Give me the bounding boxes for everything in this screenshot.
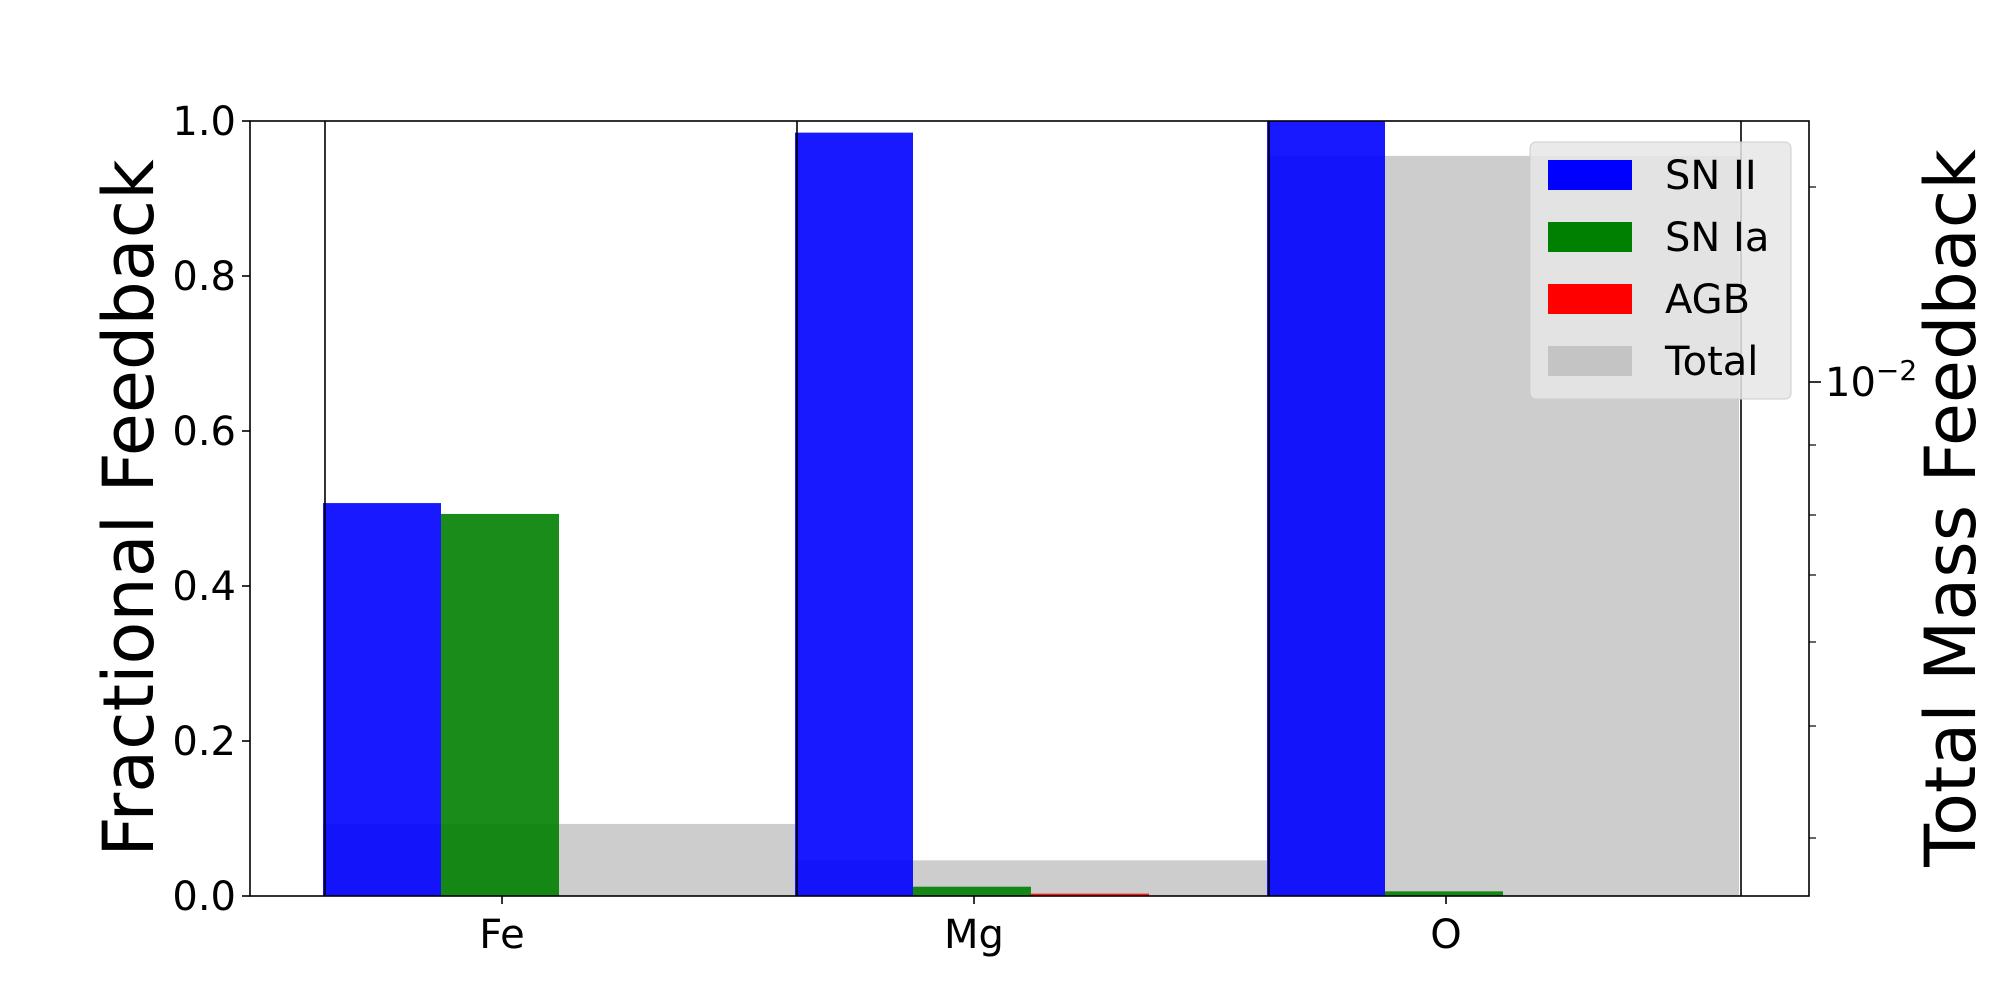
bar-sn-ii-o — [1267, 121, 1385, 896]
bar-sn-ia-o — [1385, 891, 1503, 896]
bar-sn-ia-mg — [913, 886, 1031, 896]
x-axis-ticks: Fe Mg O — [479, 896, 1462, 958]
legend-swatch-agb — [1548, 284, 1632, 314]
y-tick-label: 1.0 — [172, 99, 236, 145]
y-tick-label: 0.0 — [172, 874, 236, 920]
y-axis-title: Fractional Feedback — [88, 159, 170, 857]
y2-tick-exponent: −2 — [1876, 354, 1917, 387]
y2-axis-title: Total Mass Feedback — [1910, 149, 1992, 868]
bar-sn-ia-fe — [441, 513, 559, 896]
legend-swatch-sn-ia — [1548, 222, 1632, 252]
bar-sn-ii-fe — [323, 503, 441, 896]
y2-tick-label: 10−2 — [1825, 354, 1917, 406]
y-tick-label: 0.8 — [172, 254, 236, 300]
bar-agb-mg — [1031, 893, 1149, 896]
y2-tick-base: 10 — [1825, 360, 1876, 406]
legend-swatch-total — [1548, 346, 1632, 376]
legend-swatch-sn-ii — [1548, 160, 1632, 190]
x-tick-label-fe: Fe — [479, 912, 524, 958]
legend-label-agb: AGB — [1665, 277, 1750, 323]
bar-sn-ii-mg — [795, 132, 913, 896]
series-bars — [323, 121, 1503, 896]
y-tick-label: 0.6 — [172, 409, 236, 455]
x-tick-label-o: O — [1430, 912, 1461, 958]
legend-label-total: Total — [1664, 339, 1758, 385]
legend-label-sn-ia: SN Ia — [1665, 215, 1769, 261]
y-axis-ticks: 0.0 0.2 0.4 0.6 0.8 1.0 — [172, 99, 250, 920]
y2-axis-ticks — [1809, 186, 1821, 839]
y-tick-label: 0.4 — [172, 564, 236, 610]
legend: SN II SN Ia AGB Total — [1529, 141, 1792, 400]
y-tick-label: 0.2 — [172, 719, 236, 765]
plot-frame — [249, 120, 1810, 897]
legend-label-sn-ii: SN II — [1665, 153, 1757, 199]
legend-frame — [1529, 141, 1792, 400]
x-tick-label-mg: Mg — [944, 912, 1004, 958]
